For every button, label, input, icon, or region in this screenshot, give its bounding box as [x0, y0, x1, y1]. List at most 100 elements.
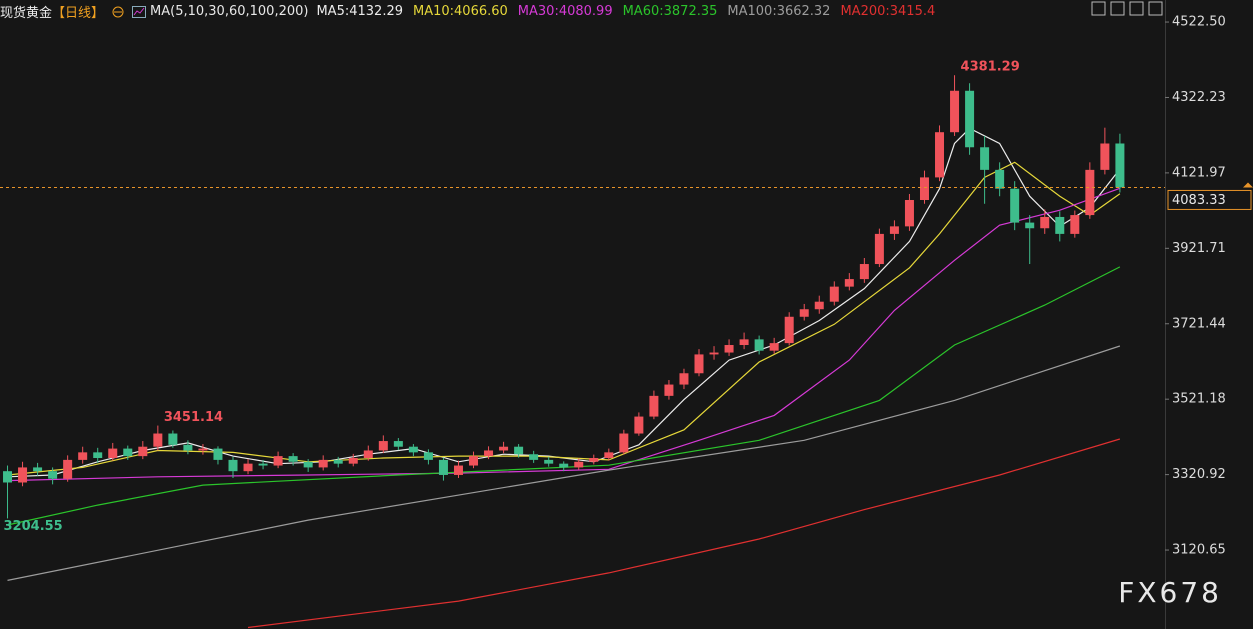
candle-body [1085, 169, 1095, 216]
candle-body [453, 465, 463, 475]
candle-body [574, 461, 584, 468]
candle-body [288, 456, 298, 462]
candle-body [1040, 216, 1050, 229]
ma-line [247, 438, 1121, 629]
legend-entry: MA60:3872.35 [622, 4, 718, 19]
candle-body [814, 301, 824, 310]
candle-body [1010, 188, 1020, 223]
candle-body [108, 448, 118, 459]
candle-body [1025, 222, 1035, 229]
candle-body [844, 279, 854, 287]
annotations: 4381.29 3451.14 3204.55 4083.33 [0, 60, 1253, 534]
candle-body [995, 169, 1005, 189]
candle-body [48, 471, 58, 479]
candle-body [679, 373, 689, 385]
indicator-icon[interactable] [132, 5, 147, 18]
toolbar[interactable] [1091, 1, 1163, 16]
tool-icon[interactable] [1129, 1, 1144, 16]
tool-icon[interactable] [1091, 1, 1106, 16]
candle-body [874, 233, 884, 265]
ma-line [7, 266, 1121, 526]
candle-body [318, 459, 328, 468]
price-tag [1167, 189, 1252, 210]
price-arrow [1243, 182, 1253, 188]
indicator-name: MA(5,10,30,60,100,200) [150, 4, 309, 19]
high-label: 3451.14 [164, 410, 223, 425]
high-label: 4381.29 [961, 60, 1020, 75]
candle-body [3, 471, 13, 483]
header: 现货黄金 【日线】 MA(5,10,30,60,100,200) MA5:413… [0, 2, 935, 21]
ma-lines [7, 127, 1121, 629]
candle-body [273, 456, 283, 466]
candle-body [544, 459, 554, 464]
candle-body [859, 264, 869, 280]
candle-body [950, 90, 960, 133]
ma-line [7, 161, 1121, 476]
legend-entry: MA30:4080.99 [517, 4, 613, 19]
candle-body [243, 463, 253, 472]
candle-body [784, 316, 794, 344]
tool-icon[interactable] [1110, 1, 1125, 16]
candle-body [258, 463, 268, 466]
candle-body [228, 459, 238, 472]
y-tick-label: 3320.92 [1172, 467, 1226, 482]
candle-body [78, 452, 88, 460]
candle-body [438, 459, 448, 475]
candles [3, 75, 1125, 519]
candle-body [423, 452, 433, 460]
y-tick-label: 3120.65 [1172, 543, 1226, 558]
candle-body [484, 450, 494, 457]
candle-body [123, 448, 133, 457]
candle-body [664, 384, 674, 396]
candle-body [965, 90, 975, 148]
candle-body [348, 458, 358, 464]
candle-body [604, 452, 614, 459]
period: 【日线】 [52, 6, 105, 21]
candle-body [499, 446, 509, 451]
candle-body [589, 458, 599, 462]
candle-body [303, 461, 313, 468]
legend-entry: MA200:3415.4 [840, 4, 936, 19]
candle-body [213, 448, 223, 460]
legend: MA5:4132.29 MA10:4066.60 MA30:4080.99 MA60:… [316, 4, 935, 19]
settings-icon[interactable] [112, 6, 124, 18]
candle-body [33, 467, 43, 472]
y-tick-label: 3721.44 [1172, 316, 1226, 331]
candle-body [1055, 216, 1065, 234]
candle-body [408, 446, 418, 453]
candle-body [514, 446, 524, 455]
candle-body [1070, 215, 1080, 234]
candle-body [198, 448, 208, 451]
candle-body [333, 459, 343, 464]
candle-body [559, 463, 569, 468]
price-tag-label: 4083.33 [1172, 193, 1226, 208]
y-axis: 4522.50 4322.23 4121.97 3921.71 3721.44 3521.… [1165, 15, 1226, 558]
candle-body [93, 452, 103, 459]
candle-body [619, 433, 629, 453]
candle-body [183, 444, 193, 451]
candle-body [363, 450, 373, 459]
y-tick-label: 4121.97 [1172, 165, 1226, 180]
candle-body [724, 345, 734, 353]
candle-body [754, 339, 764, 351]
candle-body [1115, 143, 1125, 188]
y-tick-label: 3921.71 [1172, 241, 1226, 256]
candle-body [694, 354, 704, 374]
candle-body [63, 459, 73, 479]
candle-body [889, 226, 899, 234]
tool-icon[interactable] [1148, 1, 1163, 16]
candle-body [18, 467, 28, 483]
legend-entry: MA100:3662.32 [727, 4, 831, 19]
candle-body [393, 441, 403, 447]
legend-entry: MA10:4066.60 [413, 4, 508, 19]
y-tick-label: 3521.18 [1172, 392, 1226, 407]
ma-line [7, 345, 1121, 581]
candle-body [829, 286, 839, 302]
candle-body [138, 446, 148, 457]
y-tick-label: 4322.23 [1172, 90, 1226, 105]
ma-line [7, 187, 1121, 482]
candle-body [469, 456, 479, 466]
candle-body [739, 339, 749, 346]
